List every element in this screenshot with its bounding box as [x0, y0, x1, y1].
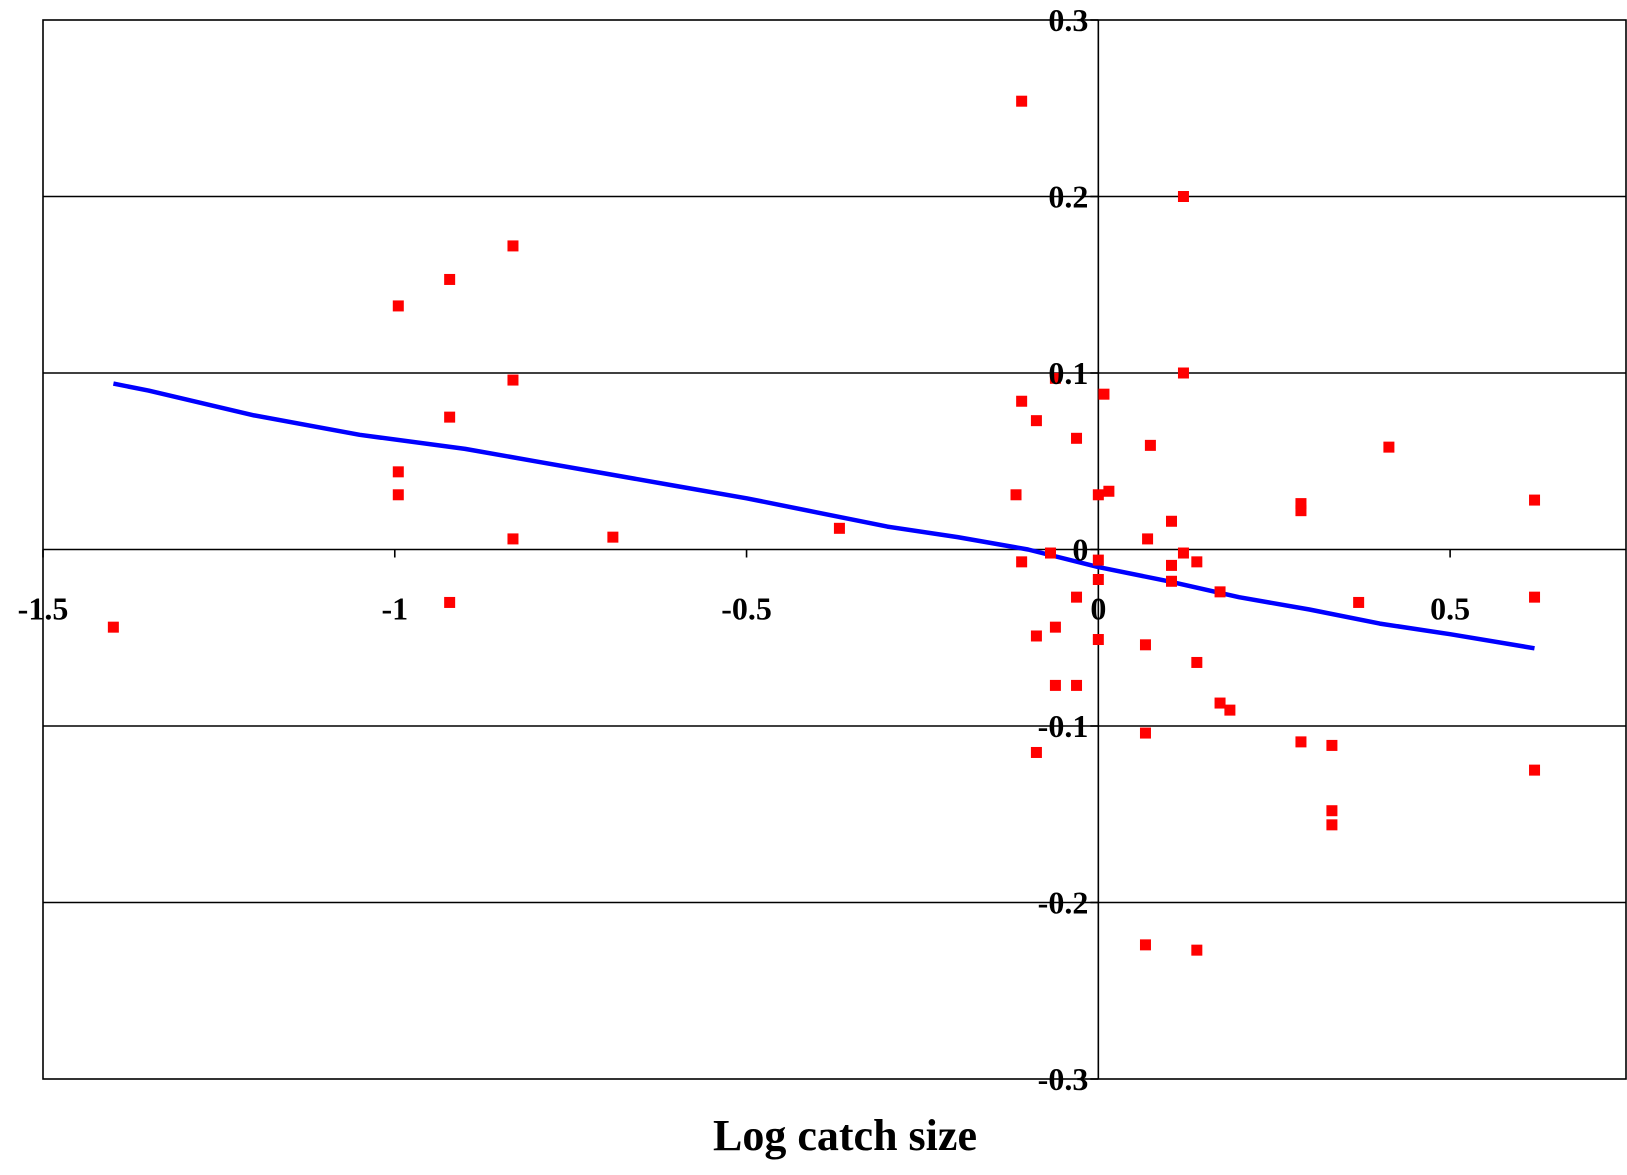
y-tick-label: -0.1	[1038, 708, 1089, 744]
y-tick-label: 0.3	[1048, 2, 1088, 38]
data-point	[1092, 554, 1104, 566]
data-point	[1529, 494, 1541, 506]
data-point	[1049, 621, 1061, 633]
x-tick-label: 0.5	[1430, 591, 1470, 627]
data-point	[1016, 395, 1028, 407]
data-point	[1030, 746, 1042, 758]
data-point	[392, 466, 404, 478]
data-point	[1214, 697, 1226, 709]
data-point	[507, 374, 519, 386]
data-point	[1016, 556, 1028, 568]
data-point	[1295, 736, 1307, 748]
data-point	[1010, 489, 1022, 501]
data-point	[1166, 515, 1178, 527]
data-point	[392, 489, 404, 501]
data-point	[1071, 432, 1083, 444]
data-point	[1177, 191, 1189, 202]
y-tick-label: 0.1	[1048, 355, 1088, 391]
data-point	[1295, 505, 1307, 517]
y-tick-label: -0.3	[1038, 1061, 1089, 1097]
data-point	[1098, 388, 1110, 400]
y-tick-label: 0	[1072, 532, 1088, 568]
data-point	[1016, 95, 1028, 107]
data-point	[1049, 679, 1061, 691]
data-point	[1224, 704, 1236, 716]
data-point	[1071, 591, 1083, 603]
data-point	[1529, 764, 1541, 776]
data-points	[107, 95, 1541, 956]
gridlines	[43, 195, 1626, 904]
data-point	[1191, 556, 1203, 568]
data-point	[1166, 559, 1178, 571]
data-point	[107, 621, 119, 633]
x-tick-label: 0	[1090, 591, 1106, 627]
data-point	[833, 522, 845, 534]
data-point	[1044, 547, 1056, 559]
fit-line-group	[112, 381, 1535, 651]
x-tick-label: -1	[381, 591, 408, 627]
data-point	[1353, 596, 1365, 608]
data-point	[1529, 591, 1541, 603]
data-point	[507, 240, 519, 252]
data-point	[1214, 586, 1226, 598]
data-point	[1326, 819, 1338, 831]
data-point	[1177, 367, 1189, 379]
fit-line	[112, 381, 1535, 651]
data-point	[1139, 939, 1151, 951]
y-tick-label: 0.2	[1048, 179, 1088, 215]
data-point	[1030, 630, 1042, 642]
x-axis-label: Log catch size	[713, 1111, 977, 1160]
data-point	[1191, 656, 1203, 668]
x-tick-label: -0.5	[721, 591, 772, 627]
data-point	[444, 411, 456, 423]
data-point	[444, 273, 456, 285]
data-point	[392, 300, 404, 312]
data-point	[1092, 574, 1104, 586]
data-point	[1326, 805, 1338, 817]
tick-labels: -1.5 -1 -0.5 0 0.5 0.3 0.2 0.1 0 -0.1 -0.2 -0.3	[18, 2, 1470, 1097]
data-point	[1139, 727, 1151, 739]
y-tick-label: -0.2	[1038, 885, 1089, 921]
data-point	[444, 596, 456, 608]
data-point	[1383, 441, 1395, 453]
data-point	[1144, 439, 1156, 451]
x-tick-label: -1.5	[18, 591, 69, 627]
data-point	[507, 533, 519, 545]
data-point	[1142, 533, 1154, 545]
data-point	[1092, 489, 1104, 501]
data-point	[1030, 415, 1042, 427]
data-point	[1191, 944, 1203, 956]
data-point	[1326, 739, 1338, 751]
data-point	[1177, 547, 1189, 559]
data-point	[607, 531, 619, 543]
data-point	[1071, 679, 1083, 691]
data-point	[1139, 639, 1151, 651]
data-point	[1049, 372, 1061, 384]
data-point	[1103, 485, 1115, 497]
data-point	[1295, 498, 1307, 510]
data-point	[1166, 575, 1178, 587]
data-point	[1092, 634, 1104, 646]
